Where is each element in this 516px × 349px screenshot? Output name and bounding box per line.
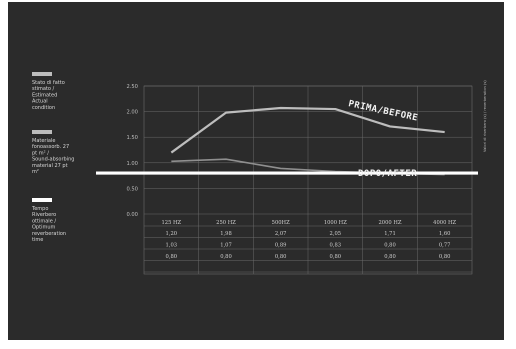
y-tick-label: 0.50 xyxy=(126,186,138,192)
x-tick-label: 2000 HZ xyxy=(379,220,402,226)
data-table: 125 HZ 250 HZ 500HZ 1000 HZ 2000 HZ 4000 HZ 1,… xyxy=(161,220,456,260)
table-cell: 1,60 xyxy=(439,231,451,237)
table-cell: 0,77 xyxy=(439,243,451,249)
x-tick-label: 250 HZ xyxy=(216,220,236,226)
table-cell: 2,05 xyxy=(330,231,342,237)
y-tick-label: 0.00 xyxy=(126,212,138,218)
table-cell: 1,98 xyxy=(220,231,232,237)
chart-legend: Stato di fatto stimato / Estimated Actual co… xyxy=(31,72,74,243)
table-cell: 1,71 xyxy=(384,231,396,237)
side-note: Valori di riverbero (s) / reverberation … xyxy=(483,80,487,152)
y-tick-label: 1.50 xyxy=(126,135,138,141)
x-tick-label: 1000 HZ xyxy=(324,220,347,226)
table-cell: 0,80 xyxy=(384,243,396,249)
y-tick-label: 2.50 xyxy=(126,84,138,90)
chart-panel: 0.00 0.50 1.00 1.50 2.00 2.50 PRIMA/BEFORE DOP… xyxy=(8,2,504,340)
x-tick-label: 500HZ xyxy=(272,220,290,226)
table-cell: 1,07 xyxy=(220,243,232,249)
series-line-1 xyxy=(170,106,445,154)
legend-entry: Materiale fonoassorb. 27 pt m² / Sound-abso… xyxy=(32,138,74,175)
chart-grid xyxy=(143,85,473,275)
chart-series xyxy=(96,106,478,176)
y-tick-label: 2.00 xyxy=(126,110,138,116)
table-cell: 0,80 xyxy=(275,254,287,260)
table-cell: 1,20 xyxy=(166,231,178,237)
legend-entry: Tempo Riverbero ottimale / Optimum reverbera… xyxy=(31,206,66,243)
table-cell: 0,80 xyxy=(439,254,451,260)
legend-swatch xyxy=(32,130,52,134)
table-cell: 0,80 xyxy=(384,254,396,260)
legend-swatch xyxy=(32,198,52,202)
table-cell: 1,03 xyxy=(166,243,178,249)
table-cell: 0,89 xyxy=(275,243,287,249)
table-cell: 0,80 xyxy=(220,254,232,260)
y-tick-label: 1.00 xyxy=(126,161,138,167)
table-cell: 0,80 xyxy=(166,254,178,260)
label-dopo: DOPO/AFTER xyxy=(358,169,417,179)
legend-entry: Stato di fatto stimato / Estimated Actual co… xyxy=(32,80,65,111)
table-cell: 0,80 xyxy=(330,254,342,260)
reverberation-chart: 0.00 0.50 1.00 1.50 2.00 2.50 PRIMA/BEFOREDOP… xyxy=(31,72,487,275)
table-cell: 0,83 xyxy=(330,243,342,249)
table-cell: 2,07 xyxy=(275,231,287,237)
legend-swatch xyxy=(32,72,52,76)
y-axis-ticks: 0.00 0.50 1.00 1.50 2.00 2.50 xyxy=(126,84,138,218)
x-tick-label: 125 HZ xyxy=(161,220,181,226)
x-tick-label: 4000 HZ xyxy=(433,220,456,226)
